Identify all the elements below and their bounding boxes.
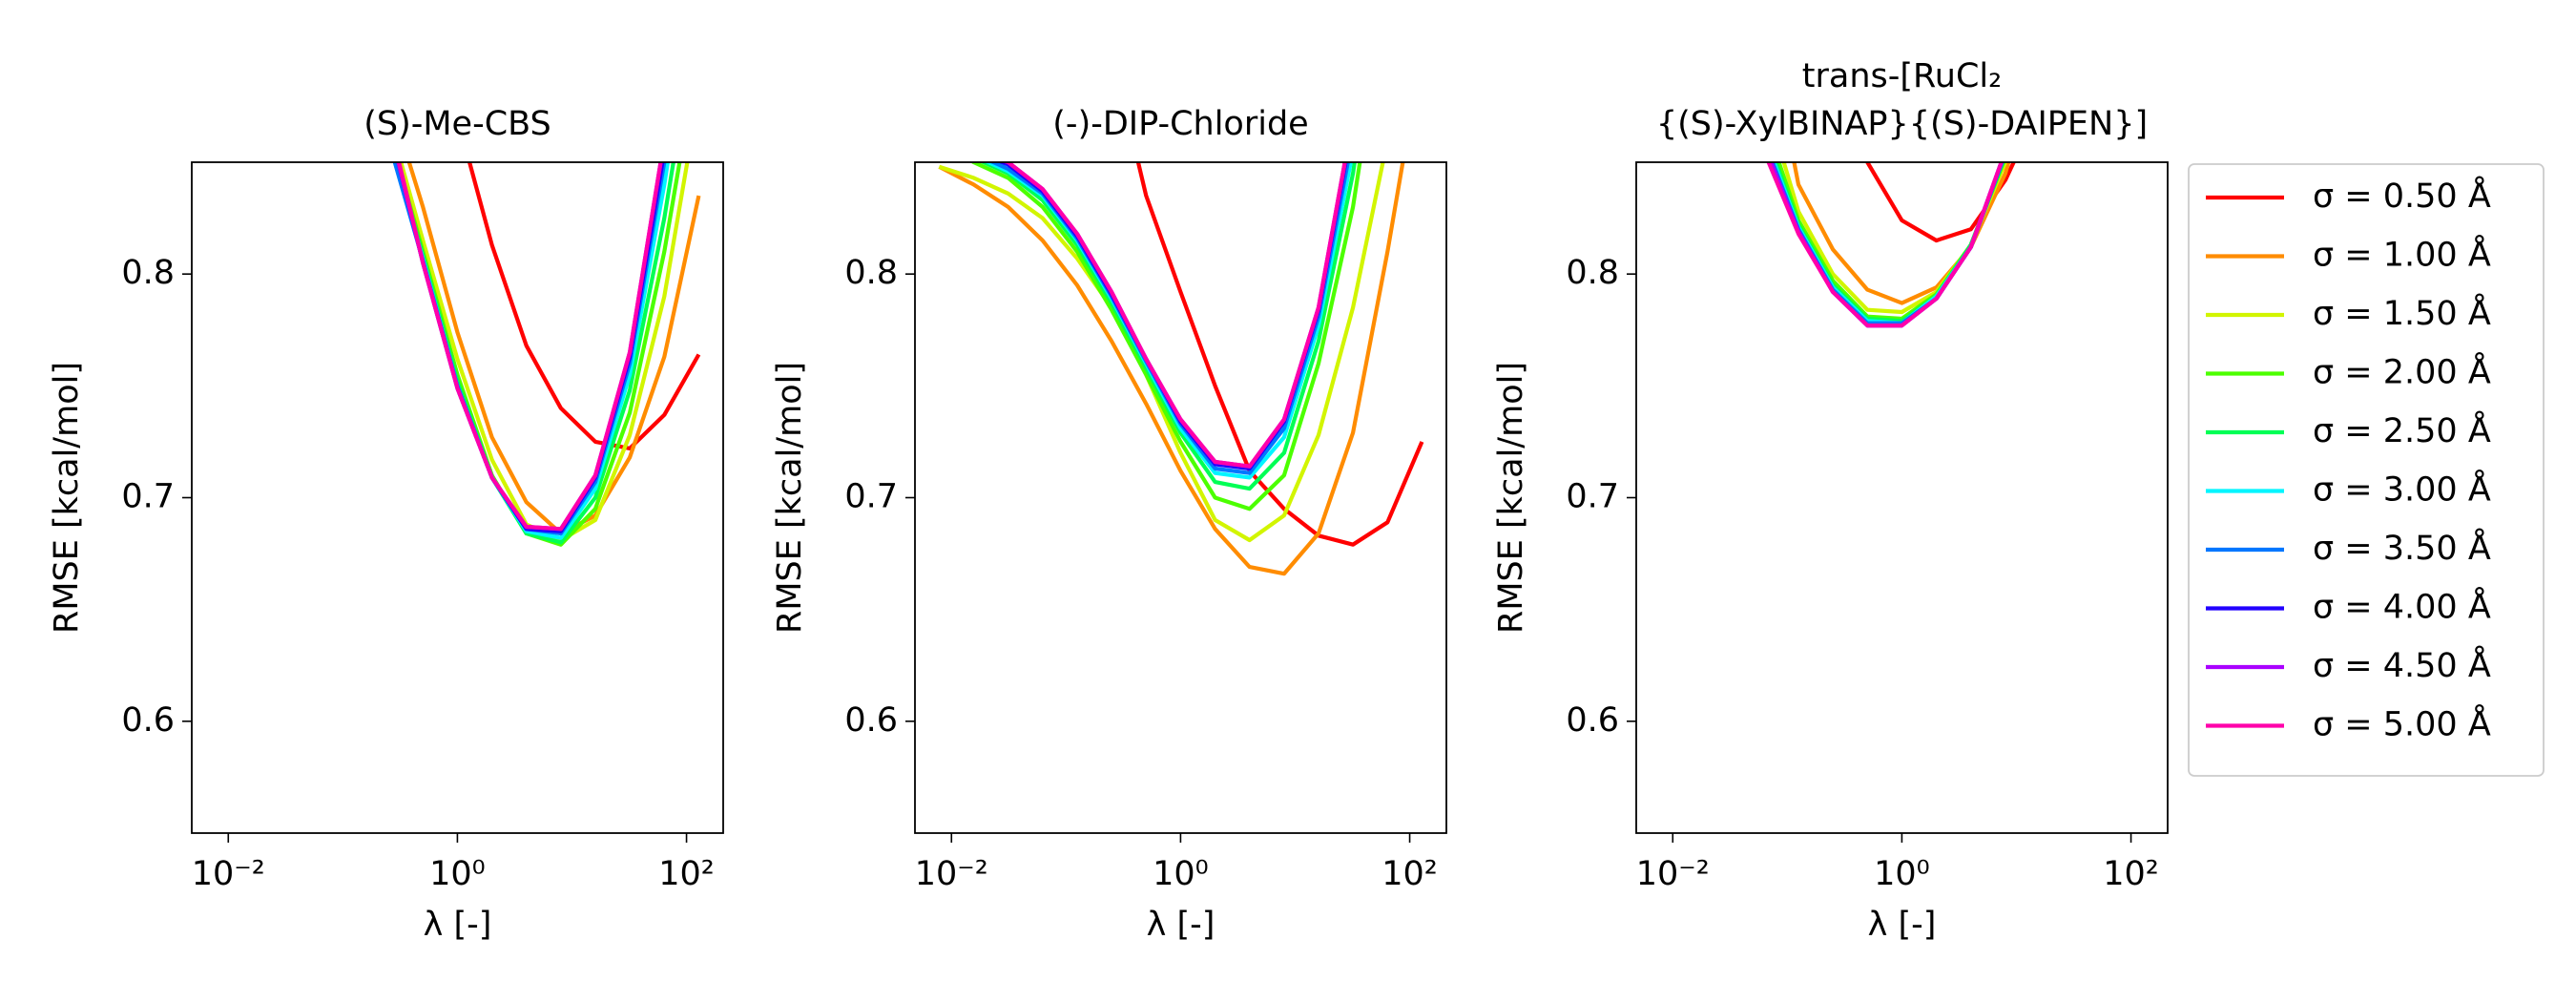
series-line: [1135, 162, 1424, 547]
subplot-title: (-)-DIP-Chloride: [1052, 105, 1308, 143]
series-line: [978, 162, 1357, 491]
y-tick-label: 0.8: [1566, 254, 1619, 292]
x-tick-label: 10²: [658, 855, 715, 893]
series-line: [1792, 162, 2011, 305]
y-axis-label: RMSE [kcal/mol]: [771, 362, 809, 634]
x-tick-label: 10⁻²: [192, 855, 265, 893]
legend-label: σ = 2.00 Å: [2313, 351, 2491, 392]
x-axis-label: λ [-]: [1147, 906, 1215, 944]
series-line: [983, 162, 1353, 480]
series-line: [996, 162, 1348, 471]
y-tick-label: 0.7: [1566, 478, 1619, 516]
series-line: [1774, 162, 2005, 324]
x-tick-label: 10⁰: [1153, 855, 1209, 893]
subplot-title: (S)-Me-CBS: [364, 105, 551, 143]
series-line: [1781, 162, 2008, 315]
legend-label: σ = 2.50 Å: [2313, 409, 2491, 450]
legend-frame: [2188, 163, 2545, 777]
y-tick-label: 0.6: [1566, 701, 1619, 740]
series-line: [938, 162, 1385, 543]
y-tick-label: 0.6: [121, 701, 175, 740]
series-line: [1001, 162, 1347, 469]
x-tick-label: 10⁻²: [1636, 855, 1710, 893]
x-axis-label: λ [-]: [424, 906, 492, 944]
series-line: [969, 162, 1362, 511]
series-line: [406, 162, 701, 536]
x-tick-label: 10²: [1381, 855, 1438, 893]
x-tick-label: 10²: [2103, 855, 2159, 893]
axes-frame: [1635, 161, 2169, 834]
legend-label: σ = 3.50 Å: [2313, 527, 2491, 568]
y-axis-label: RMSE [kcal/mol]: [1492, 362, 1530, 634]
plot-area: [1766, 162, 2016, 328]
subplot-title: {(S)-XylBINAP}{(S)-DAIPEN}]: [1656, 105, 2148, 143]
subplot-title: trans-[RuCl₂: [1802, 57, 2002, 95]
series-line: [1776, 162, 2006, 322]
y-tick-label: 0.8: [844, 254, 898, 292]
y-tick-label: 0.7: [844, 478, 898, 516]
series-line: [397, 162, 663, 532]
x-tick-label: 10⁰: [429, 855, 486, 893]
series-line: [988, 162, 1350, 475]
y-tick-label: 0.7: [121, 478, 175, 516]
legend-label: σ = 4.50 Å: [2313, 644, 2491, 685]
series-line: [1001, 162, 1347, 469]
legend-label: σ = 3.00 Å: [2313, 469, 2491, 510]
y-tick-label: 0.6: [844, 701, 898, 740]
y-axis-label: RMSE [kcal/mol]: [48, 362, 86, 634]
series-line: [1766, 162, 2004, 328]
series-line: [938, 162, 1405, 576]
series-line: [396, 162, 665, 533]
series-line: [392, 162, 667, 536]
series-line: [399, 162, 690, 543]
legend-label: σ = 5.00 Å: [2313, 703, 2491, 744]
y-tick-label: 0.8: [121, 254, 175, 292]
legend-label: σ = 1.00 Å: [2313, 234, 2491, 275]
axes-frame: [914, 161, 1447, 834]
plot-area: [938, 162, 1424, 576]
x-tick-label: 10⁰: [1874, 855, 1930, 893]
series-line: [392, 162, 671, 540]
x-axis-label: λ [-]: [1868, 906, 1937, 944]
plot-area: [392, 162, 701, 547]
x-tick-label: 10⁻²: [915, 855, 988, 893]
series-line: [1865, 162, 2016, 243]
legend-label: σ = 1.50 Å: [2313, 292, 2491, 333]
legend-label: σ = 4.00 Å: [2313, 586, 2491, 627]
legend-label: σ = 0.50 Å: [2313, 175, 2491, 216]
